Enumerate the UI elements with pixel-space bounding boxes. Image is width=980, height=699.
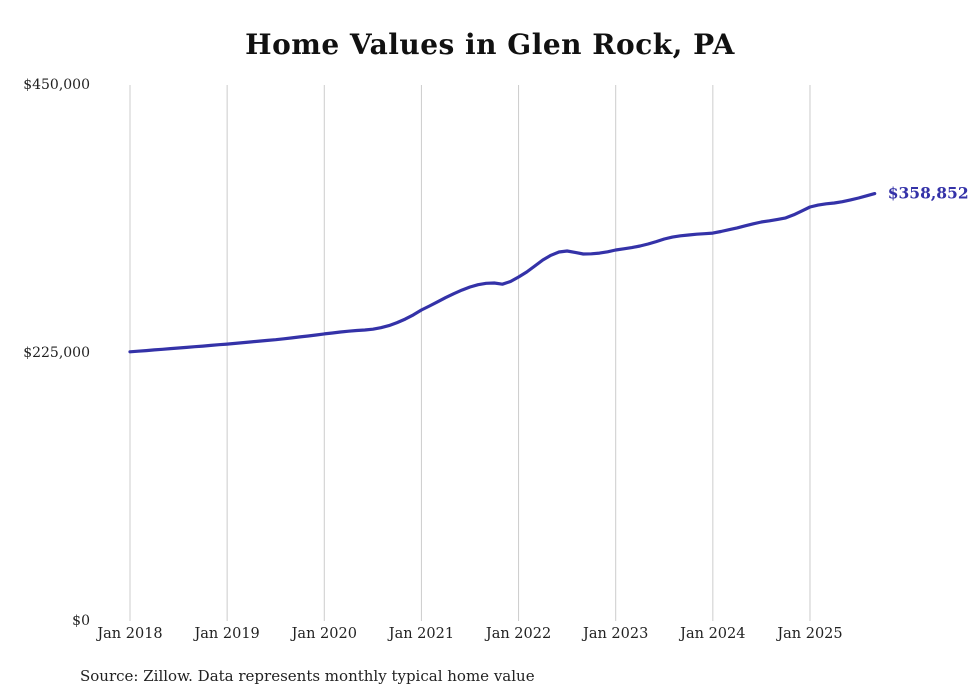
- y-tick-label: $450,000: [23, 77, 90, 93]
- latest-value-label: $358,852: [887, 183, 969, 203]
- chart-title: Home Values in Glen Rock, PA: [245, 28, 735, 61]
- x-tick-label: Jan 2024: [680, 626, 746, 642]
- source-note: Source: Zillow. Data represents monthly …: [80, 667, 535, 685]
- y-tick-label: $225,000: [23, 345, 90, 361]
- y-tick-label: $0: [72, 613, 90, 629]
- x-tick-label: Jan 2022: [485, 626, 552, 642]
- x-tick-label: Jan 2025: [777, 626, 843, 642]
- home-value-line: [128, 192, 877, 354]
- x-tick-label: Jan 2023: [583, 626, 649, 642]
- x-tick-label: Jan 2018: [97, 626, 163, 642]
- x-tick-label: Jan 2020: [291, 626, 357, 642]
- x-tick-label: Jan 2021: [388, 626, 455, 642]
- x-tick-label: Jan 2019: [194, 626, 260, 642]
